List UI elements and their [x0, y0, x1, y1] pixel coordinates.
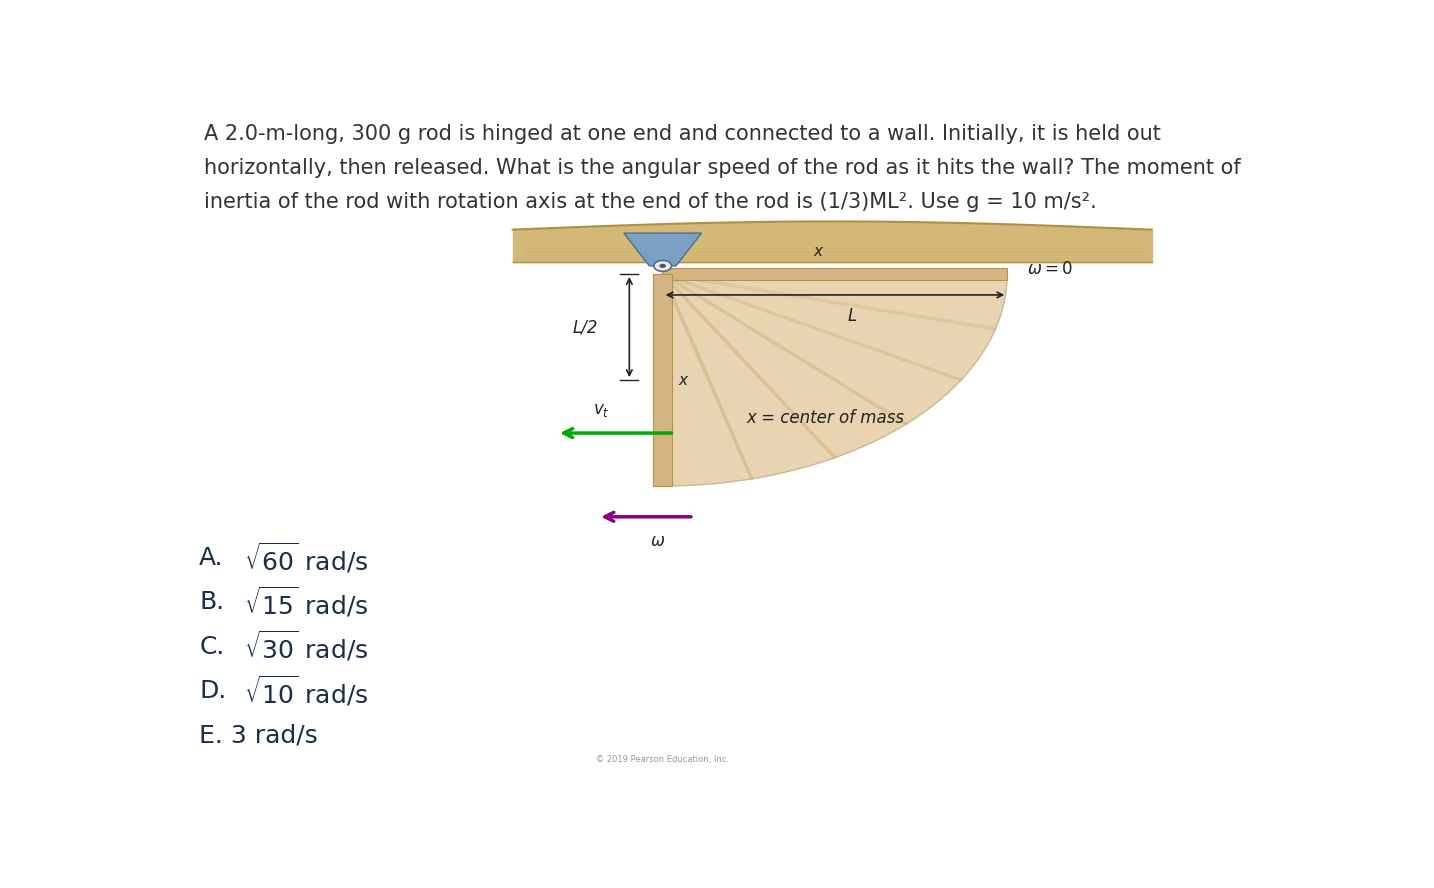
Text: horizontally, then released. What is the angular speed of the rod as it hits the: horizontally, then released. What is the…	[204, 158, 1240, 178]
Text: A.: A.	[199, 546, 224, 570]
Text: x: x	[678, 373, 688, 387]
Text: B.: B.	[199, 591, 225, 614]
Text: $v_t$: $v_t$	[594, 401, 609, 419]
Circle shape	[660, 264, 665, 268]
Polygon shape	[624, 233, 701, 266]
Polygon shape	[663, 274, 1007, 486]
Text: inertia of the rod with rotation axis at the end of the rod is (1/3)ML². Use g =: inertia of the rod with rotation axis at…	[204, 192, 1097, 212]
Text: x = center of mass: x = center of mass	[746, 408, 903, 426]
Text: C.: C.	[199, 635, 225, 659]
Text: $\sqrt{15}$ rad/s: $\sqrt{15}$ rad/s	[244, 585, 369, 620]
Text: $\sqrt{10}$ rad/s: $\sqrt{10}$ rad/s	[244, 674, 369, 709]
FancyBboxPatch shape	[663, 268, 1007, 280]
FancyBboxPatch shape	[654, 274, 673, 486]
Text: L: L	[847, 307, 856, 325]
Text: x: x	[813, 243, 822, 258]
Text: L/2: L/2	[572, 318, 598, 336]
Text: $\omega = 0$: $\omega = 0$	[1027, 259, 1073, 278]
Text: E. 3 rad/s: E. 3 rad/s	[199, 724, 318, 748]
Text: $\sqrt{30}$ rad/s: $\sqrt{30}$ rad/s	[244, 630, 369, 664]
Circle shape	[654, 260, 671, 272]
Text: A 2.0-m-long, 300 g rod is hinged at one end and connected to a wall. Initially,: A 2.0-m-long, 300 g rod is hinged at one…	[204, 123, 1160, 144]
Text: $\omega$: $\omega$	[650, 532, 665, 550]
Text: © 2019 Pearson Education, Inc.: © 2019 Pearson Education, Inc.	[597, 756, 728, 765]
Polygon shape	[513, 230, 1152, 262]
Text: D.: D.	[199, 679, 227, 703]
Text: $\sqrt{60}$ rad/s: $\sqrt{60}$ rad/s	[244, 541, 369, 575]
